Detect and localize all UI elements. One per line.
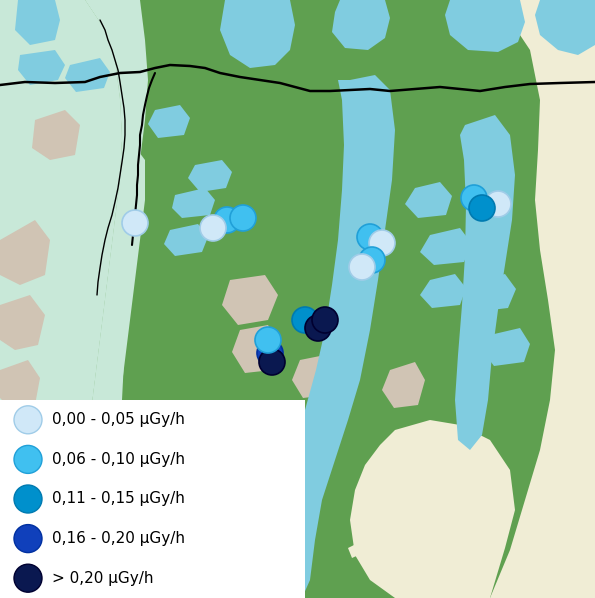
Circle shape [257, 340, 283, 366]
Polygon shape [18, 50, 65, 85]
Circle shape [14, 406, 42, 434]
Circle shape [305, 315, 331, 341]
FancyBboxPatch shape [0, 400, 305, 598]
Polygon shape [482, 328, 530, 366]
Polygon shape [0, 295, 45, 350]
Polygon shape [0, 0, 145, 598]
Circle shape [14, 524, 42, 553]
Polygon shape [332, 0, 390, 50]
Circle shape [14, 446, 42, 474]
Polygon shape [222, 275, 278, 325]
Polygon shape [72, 0, 148, 598]
Polygon shape [52, 410, 95, 460]
Circle shape [255, 327, 281, 353]
Polygon shape [0, 0, 122, 598]
Circle shape [122, 210, 148, 236]
Polygon shape [15, 0, 60, 45]
Circle shape [359, 247, 385, 273]
Circle shape [14, 485, 42, 513]
Circle shape [292, 307, 318, 333]
Polygon shape [382, 362, 425, 408]
Polygon shape [360, 548, 380, 565]
Polygon shape [172, 188, 215, 218]
Circle shape [461, 185, 487, 211]
Polygon shape [164, 224, 208, 256]
Circle shape [259, 349, 285, 375]
Polygon shape [32, 110, 80, 160]
Polygon shape [188, 160, 232, 192]
Circle shape [357, 224, 383, 250]
Circle shape [469, 195, 495, 221]
Circle shape [312, 307, 338, 333]
Polygon shape [0, 360, 40, 410]
Polygon shape [350, 420, 515, 598]
Polygon shape [385, 525, 408, 548]
Circle shape [369, 230, 395, 256]
Polygon shape [0, 220, 50, 285]
Circle shape [230, 205, 256, 231]
Polygon shape [348, 542, 365, 558]
Polygon shape [420, 228, 472, 265]
Polygon shape [455, 115, 515, 450]
Text: 0,00 - 0,05 µGy/h: 0,00 - 0,05 µGy/h [52, 412, 185, 428]
Polygon shape [148, 105, 190, 138]
Text: 0,06 - 0,10 µGy/h: 0,06 - 0,10 µGy/h [52, 452, 185, 467]
Text: 0,11 - 0,15 µGy/h: 0,11 - 0,15 µGy/h [52, 492, 185, 507]
Polygon shape [445, 0, 525, 52]
Polygon shape [420, 274, 466, 308]
Polygon shape [220, 0, 295, 68]
Circle shape [485, 191, 511, 217]
Polygon shape [65, 58, 110, 92]
Circle shape [349, 254, 375, 280]
Polygon shape [232, 325, 280, 373]
Text: 0,16 - 0,20 µGy/h: 0,16 - 0,20 µGy/h [52, 531, 185, 546]
Circle shape [200, 215, 226, 241]
Polygon shape [470, 274, 516, 311]
Text: > 0,20 µGy/h: > 0,20 µGy/h [52, 570, 154, 585]
Circle shape [214, 207, 240, 233]
Polygon shape [278, 75, 395, 598]
Polygon shape [292, 355, 335, 398]
Polygon shape [535, 0, 595, 55]
Polygon shape [490, 0, 595, 598]
Polygon shape [405, 182, 452, 218]
Circle shape [14, 564, 42, 592]
